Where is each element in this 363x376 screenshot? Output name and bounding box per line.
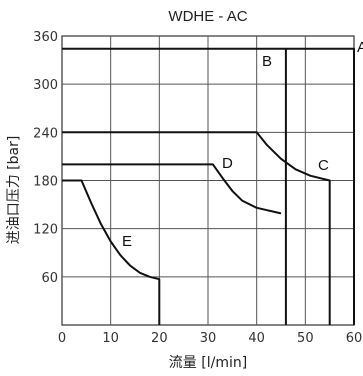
series-layer	[62, 47, 355, 325]
x-tick-label: 60	[346, 331, 363, 346]
curve-d	[62, 163, 282, 215]
x-tick-label: 50	[297, 331, 314, 346]
labels-layer: A B C D E	[122, 39, 363, 250]
x-tick-label: 30	[200, 331, 217, 346]
y-tick-label: 240	[33, 126, 58, 141]
y-tick-label: 360	[33, 30, 58, 45]
x-tick-label: 10	[102, 331, 119, 346]
curve-label-c: C	[318, 157, 329, 174]
curve-label-a: A	[357, 39, 363, 56]
y-tick-label: 120	[33, 223, 58, 238]
y-tick-label: 60	[41, 271, 58, 286]
x-tick-label: 40	[248, 331, 265, 346]
x-tick-label: 0	[58, 331, 66, 346]
curve-e	[62, 179, 161, 325]
curve-a	[62, 47, 355, 325]
y-tick-label: 180	[33, 175, 58, 190]
curve-label-b: B	[262, 53, 272, 70]
chart-title: WDHE - AC	[168, 8, 247, 25]
curve-label-d: D	[222, 155, 233, 172]
curve-c	[62, 131, 331, 325]
grid	[61, 35, 355, 326]
y-axis-label: 进油口压力 [bar]	[6, 136, 22, 245]
x-tick-label: 20	[151, 331, 168, 346]
ticks-layer: 0 10 20 30 40 50 60 60 120 180 240 300 360	[33, 30, 362, 346]
x-axis-label: 流量 [l/min]	[169, 355, 247, 371]
curve-label-e: E	[122, 233, 132, 250]
y-tick-label: 300	[33, 78, 58, 93]
